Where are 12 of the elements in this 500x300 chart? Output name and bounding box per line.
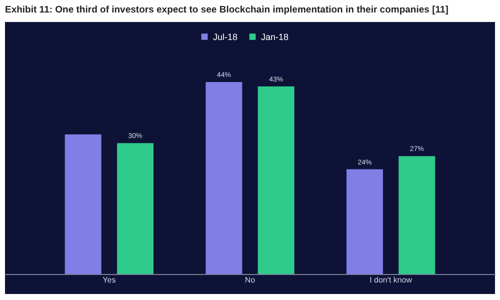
bar xyxy=(206,82,242,274)
x-tick-label: Yes xyxy=(102,276,116,284)
x-tick-label: I don't know xyxy=(370,276,412,284)
legend-label: Jan-18 xyxy=(261,32,289,42)
bar xyxy=(64,134,102,274)
bar xyxy=(117,143,154,274)
chart-title: Exhibit 11: One third of investors expect to see Blockchain implementation in their companies [11] xyxy=(5,4,448,16)
bar xyxy=(398,156,436,274)
bar xyxy=(346,169,383,274)
bar xyxy=(258,86,294,274)
legend-label: Jul-18 xyxy=(213,32,238,42)
x-tick-label: No xyxy=(244,276,256,284)
